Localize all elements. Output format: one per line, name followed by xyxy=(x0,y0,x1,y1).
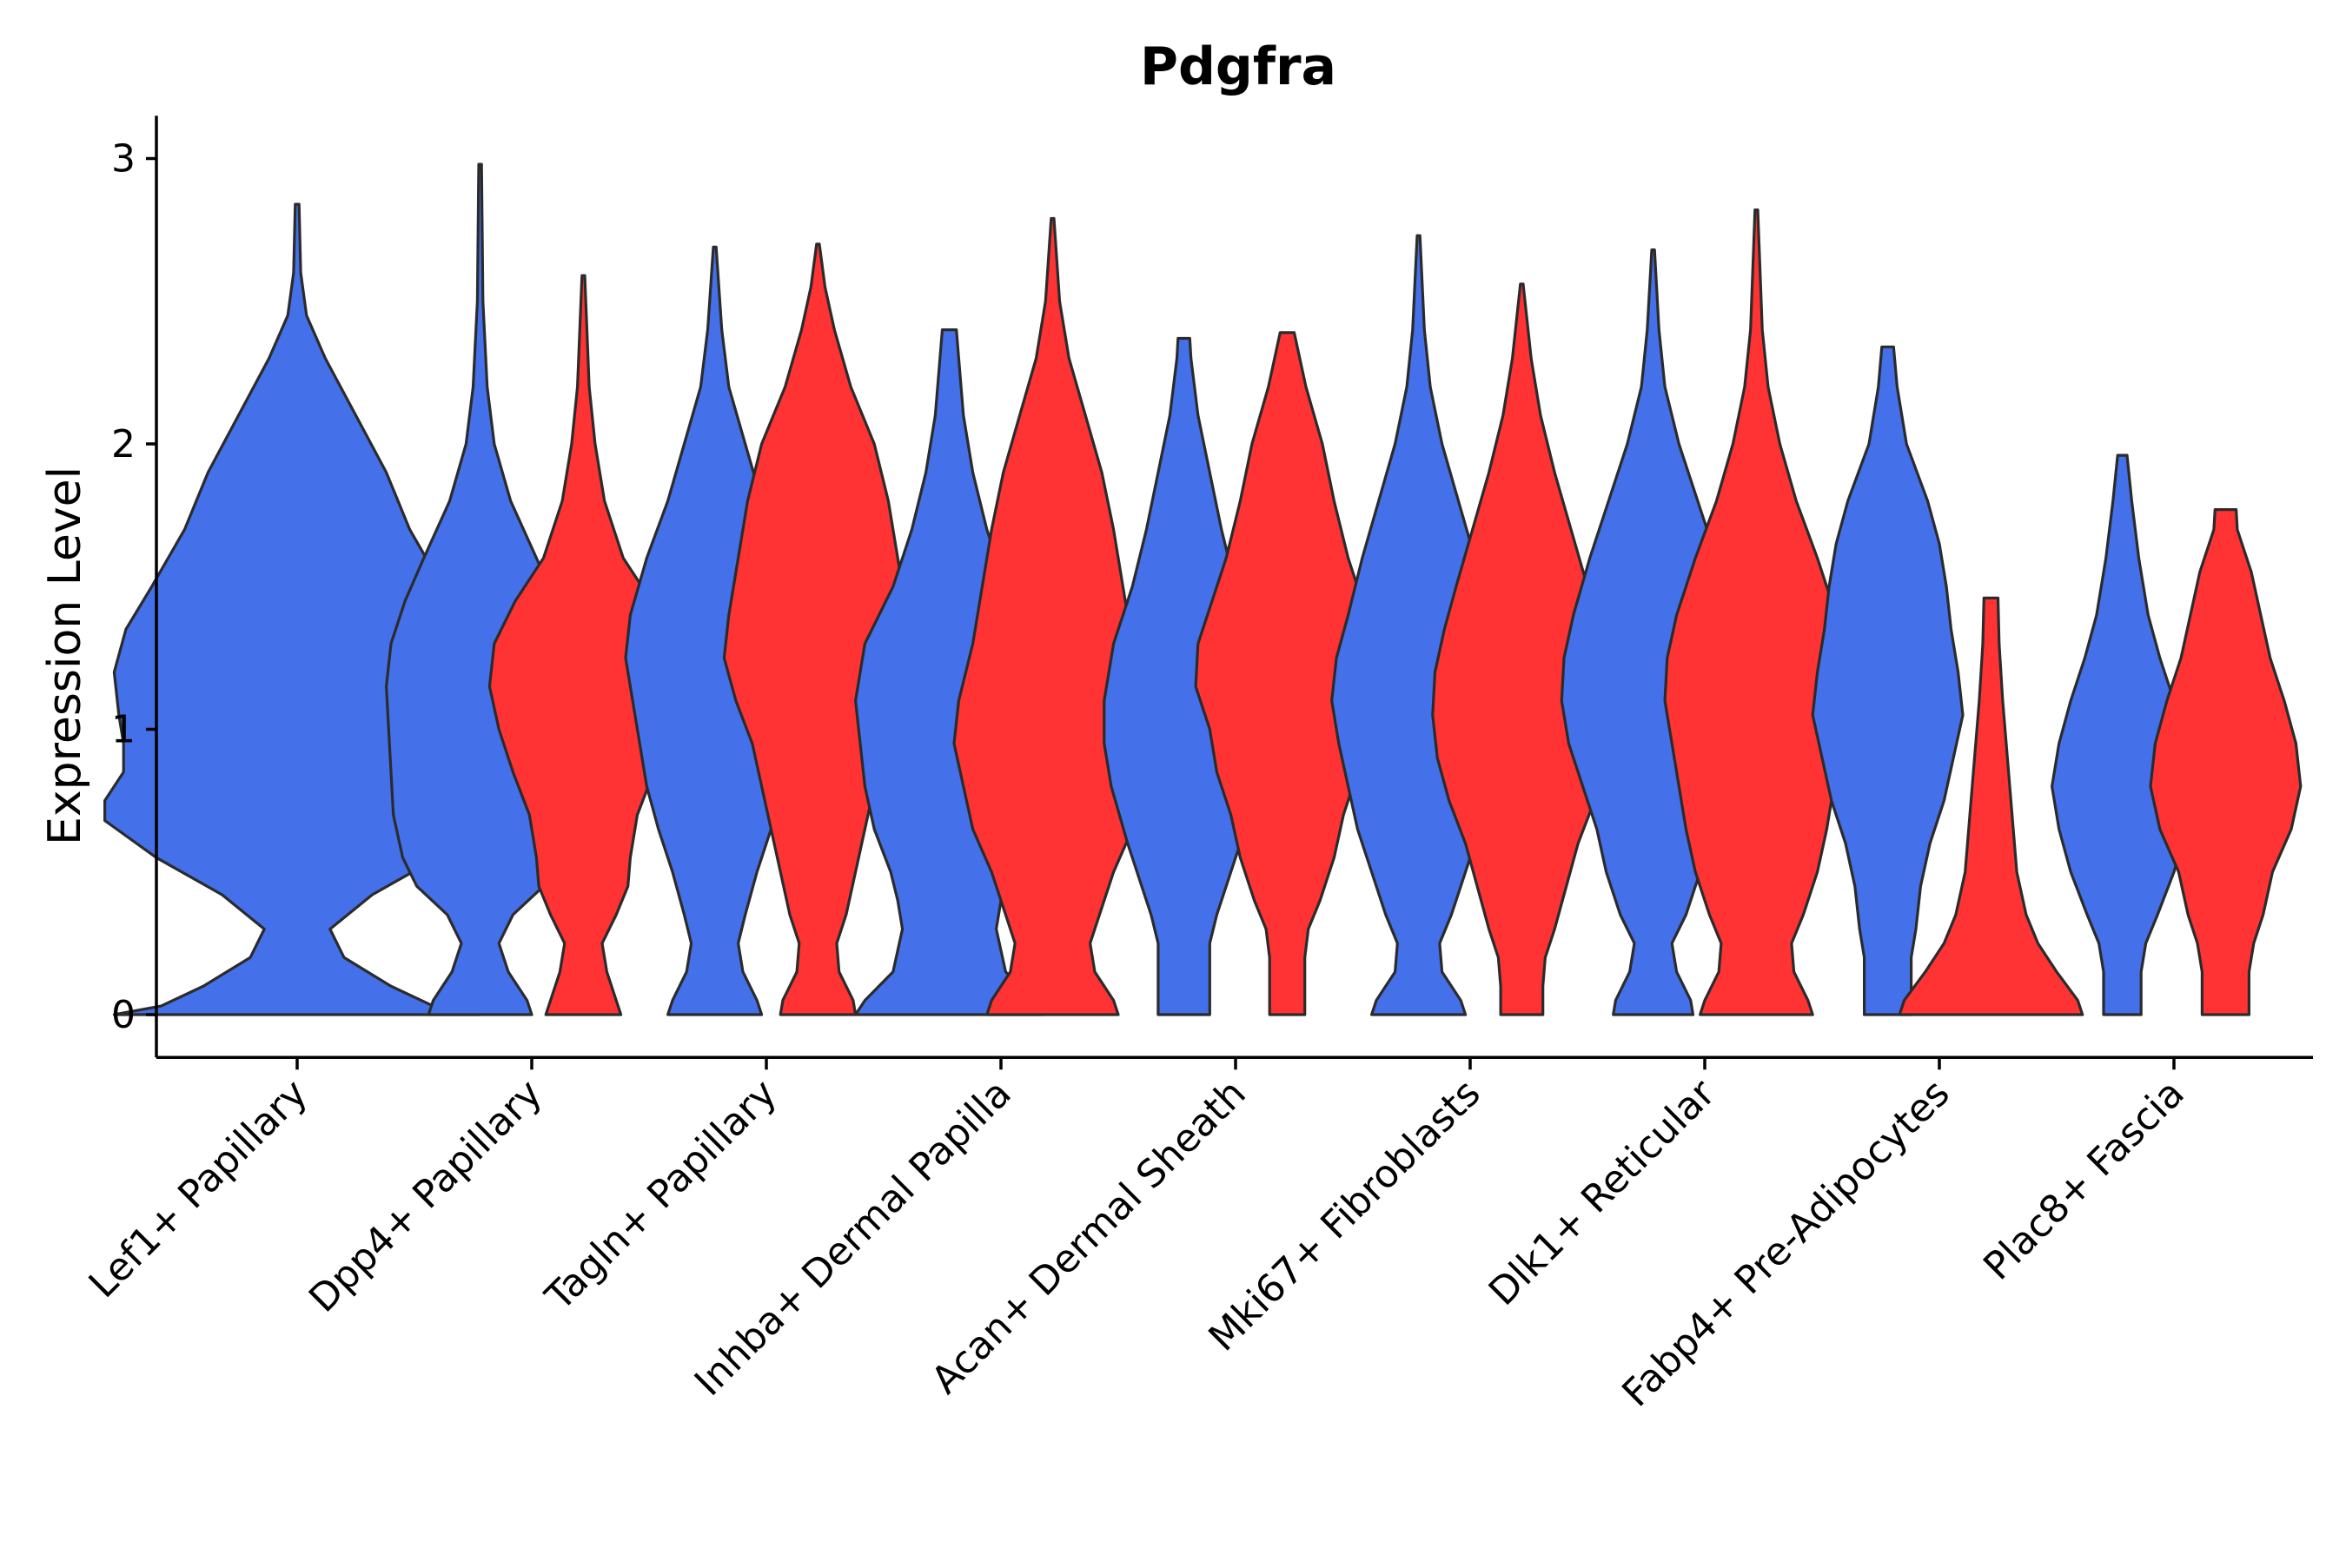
x-category-label-5: Mki67+ Fibroblasts xyxy=(1200,1071,1488,1360)
y-tick-label-1: 1 xyxy=(111,708,136,752)
violin-red-8 xyxy=(2149,508,2303,1016)
violin-red-4 xyxy=(1194,331,1381,1016)
violin-blue-7 xyxy=(1811,345,1965,1016)
y-axis-label: Expression Level xyxy=(39,466,91,845)
violins-layer xyxy=(103,162,2303,1016)
y-tick-label-3: 3 xyxy=(111,137,136,182)
x-category-label-6: Dlk1+ Reticular xyxy=(1481,1070,1725,1314)
x-category-label-1: Dpp4+ Papillary xyxy=(301,1071,551,1321)
y-tick-label-2: 2 xyxy=(111,422,136,466)
x-category-label-8: Plac8+ Fascia xyxy=(1975,1071,2193,1289)
axes-layer xyxy=(146,116,2313,1070)
violin-red-2 xyxy=(722,242,913,1016)
x-category-label-0: Lef1+ Papillary xyxy=(81,1071,316,1307)
x-category-label-2: Tagln+ Papillary xyxy=(537,1071,785,1320)
y-tick-label-0: 0 xyxy=(111,993,136,1037)
violin-red-5 xyxy=(1431,282,1613,1016)
violin-red-1 xyxy=(487,274,679,1016)
chart-title: Pdgfra xyxy=(1140,36,1336,97)
violin-red-6 xyxy=(1663,208,1850,1016)
violin-red-7 xyxy=(1898,596,2084,1016)
